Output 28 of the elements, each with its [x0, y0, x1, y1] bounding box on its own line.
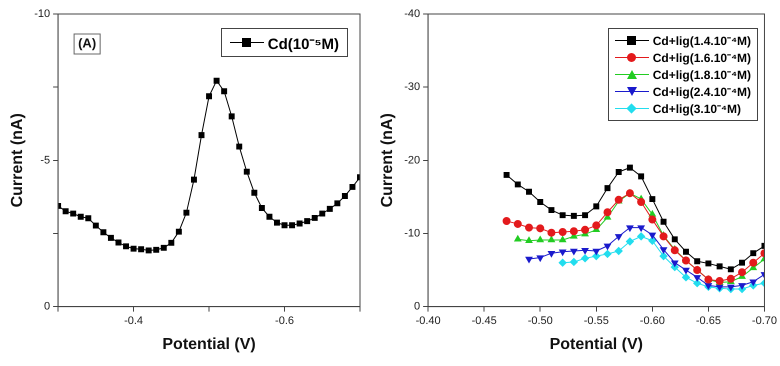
x-tick-label: -0.4: [124, 315, 144, 328]
x-tick-label: -0.50: [528, 315, 553, 328]
legend-label: Cd+lig(1.6.10⁻⁴M): [652, 50, 751, 66]
legend-label: Cd+lig(1.4.10⁻⁴M): [652, 33, 751, 49]
x-tick-label: -0.6: [275, 315, 294, 328]
x-tick-label: -0.70: [752, 315, 778, 328]
x-tick-label: -0.40: [416, 315, 441, 328]
y-tick-label: 0: [414, 300, 420, 313]
annotation: (A): [78, 36, 96, 51]
y-axis-title: Current (nA): [9, 113, 26, 208]
y-tick-label: -40: [404, 8, 420, 20]
legend-label: Cd+lig(3.10⁻⁴M): [652, 101, 741, 117]
x-axis-title: Potential (V): [550, 336, 643, 353]
x-tick-label: -0.60: [640, 315, 665, 328]
y-tick-label: -10: [34, 8, 50, 20]
legend-label: Cd+lig(1.8.10⁻⁴M): [652, 67, 751, 83]
legend-label: Cd+lig(2.4.10⁻⁴M): [652, 84, 751, 100]
y-tick-label: -20: [404, 154, 420, 166]
x-tick-label: -0.65: [696, 315, 721, 328]
legend-label: Cd(10⁻⁵M): [268, 34, 339, 52]
y-tick-label: 0: [44, 300, 50, 313]
x-tick-label: -0.55: [584, 315, 609, 328]
x-axis-title: Potential (V): [162, 336, 256, 353]
y-tick-label: -10: [404, 227, 420, 240]
y-tick-label: -30: [404, 81, 420, 94]
y-tick-label: -5: [40, 154, 50, 166]
x-tick-label: -0.45: [472, 315, 497, 328]
y-axis-title: Current (nA): [379, 113, 396, 208]
